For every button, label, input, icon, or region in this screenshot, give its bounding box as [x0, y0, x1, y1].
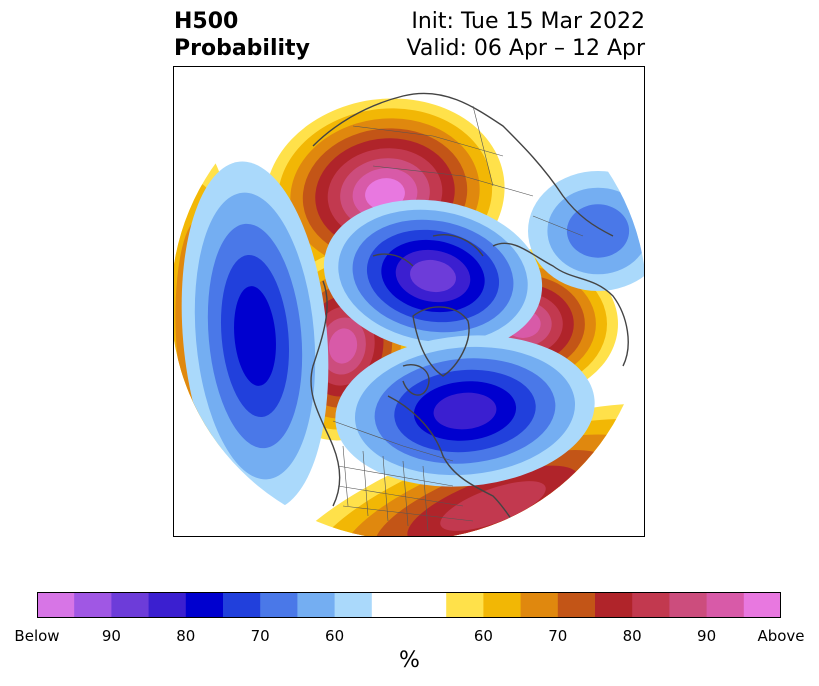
colorbar-swatch	[223, 592, 261, 618]
colorbar-swatch	[595, 592, 633, 618]
colorbar-swatch	[185, 592, 224, 618]
anomaly-contour	[440, 481, 546, 531]
colorbar-tick-label: 80	[176, 627, 196, 645]
map-border	[173, 66, 645, 537]
coast-arctic-islands	[372, 234, 484, 267]
colorbar-swatch	[743, 592, 781, 618]
colorbar-swatch	[669, 592, 708, 618]
borders-eurasia	[352, 105, 584, 237]
probability-map	[173, 66, 645, 537]
anomaly-below-arctic	[323, 199, 543, 353]
map-svg	[173, 66, 645, 537]
colorbar-tick-label: 70	[548, 627, 568, 645]
anomaly-contour	[234, 286, 276, 386]
colorbar-tick-label: 90	[101, 627, 121, 645]
colorbar-swatch	[37, 592, 75, 618]
colorbar-swatch	[148, 592, 187, 618]
coast-eurasia	[312, 92, 614, 237]
colorbar-swatch	[557, 592, 596, 618]
colorbar-swatch	[446, 592, 484, 618]
colorbar-swatch	[632, 592, 670, 618]
colorbar-frame	[37, 592, 781, 618]
border-us-canada	[332, 420, 454, 462]
anomaly-below-pacific	[181, 161, 329, 511]
colorbar-swatch	[74, 592, 112, 618]
colorbar-swatch	[409, 592, 447, 618]
state-borders	[332, 105, 584, 532]
coast-north-america-east	[387, 395, 524, 537]
colorbar-swatch	[334, 592, 373, 618]
coast-greenland	[412, 306, 470, 377]
colorbar-tick-label: 60	[325, 627, 345, 645]
title-line-2: Probability	[174, 36, 310, 61]
coast-north-america-west	[310, 280, 341, 507]
colorbar-swatch	[297, 592, 336, 618]
colorbar-swatch	[520, 592, 559, 618]
chart-title: H500 Probability	[174, 8, 310, 62]
anomaly-contour	[328, 328, 358, 364]
colorbar-tick-label: Above	[757, 627, 805, 645]
colorbar-swatch	[483, 592, 522, 618]
anomaly-fields	[173, 98, 645, 537]
coast-hudson-bay	[402, 364, 430, 396]
coast-europe	[492, 242, 629, 367]
colorbar-tick-label: 80	[622, 627, 642, 645]
coastlines	[310, 92, 629, 537]
colorbar	[37, 592, 781, 618]
anomaly-contour	[566, 204, 630, 258]
colorbar-swatch	[706, 592, 745, 618]
anomaly-contour	[433, 392, 497, 430]
anomaly-contour	[409, 259, 457, 293]
colorbar-tick-label: 70	[250, 627, 270, 645]
colorbar-swatch	[260, 592, 298, 618]
chart-dates: Init: Tue 15 Mar 2022 Valid: 06 Apr – 12…	[407, 8, 646, 62]
colorbar-tick-label: Below	[14, 627, 60, 645]
title-line-1: H500	[174, 9, 239, 34]
colorbar-swatch	[371, 592, 410, 618]
colorbar-units: %	[399, 648, 420, 673]
colorbar-tick-label: 60	[473, 627, 493, 645]
anomaly-below-hudson	[335, 335, 595, 487]
borders-us-states	[337, 445, 474, 532]
colorbar-svg	[37, 592, 781, 618]
valid-range: Valid: 06 Apr – 12 Apr	[406, 36, 646, 61]
colorbar-tick-label: 90	[697, 627, 717, 645]
init-date: Init: Tue 15 Mar 2022	[411, 9, 645, 34]
colorbar-swatch	[111, 592, 150, 618]
